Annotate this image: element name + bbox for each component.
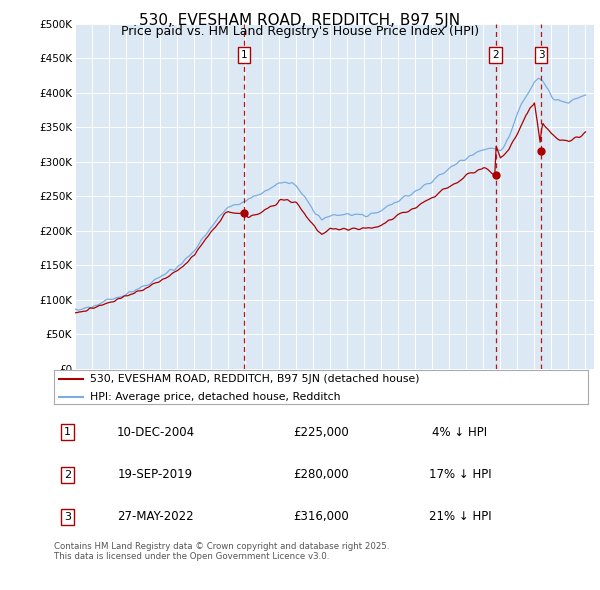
Text: 3: 3 bbox=[538, 50, 545, 60]
Text: 3: 3 bbox=[64, 512, 71, 522]
Text: £316,000: £316,000 bbox=[293, 510, 349, 523]
Text: 1: 1 bbox=[241, 50, 247, 60]
Text: 10-DEC-2004: 10-DEC-2004 bbox=[116, 426, 194, 439]
Text: 530, EVESHAM ROAD, REDDITCH, B97 5JN (detached house): 530, EVESHAM ROAD, REDDITCH, B97 5JN (de… bbox=[91, 374, 420, 384]
Text: 4% ↓ HPI: 4% ↓ HPI bbox=[432, 426, 487, 439]
Text: 2: 2 bbox=[64, 470, 71, 480]
Text: £225,000: £225,000 bbox=[293, 426, 349, 439]
Text: 19-SEP-2019: 19-SEP-2019 bbox=[118, 468, 193, 481]
Text: Price paid vs. HM Land Registry's House Price Index (HPI): Price paid vs. HM Land Registry's House … bbox=[121, 25, 479, 38]
Text: 1: 1 bbox=[64, 427, 71, 437]
Text: £280,000: £280,000 bbox=[293, 468, 349, 481]
Text: HPI: Average price, detached house, Redditch: HPI: Average price, detached house, Redd… bbox=[91, 392, 341, 402]
Text: 27-MAY-2022: 27-MAY-2022 bbox=[117, 510, 194, 523]
Text: 530, EVESHAM ROAD, REDDITCH, B97 5JN: 530, EVESHAM ROAD, REDDITCH, B97 5JN bbox=[139, 13, 461, 28]
Text: 21% ↓ HPI: 21% ↓ HPI bbox=[428, 510, 491, 523]
Text: 17% ↓ HPI: 17% ↓ HPI bbox=[428, 468, 491, 481]
Text: 2: 2 bbox=[493, 50, 499, 60]
Text: Contains HM Land Registry data © Crown copyright and database right 2025.
This d: Contains HM Land Registry data © Crown c… bbox=[54, 542, 389, 561]
